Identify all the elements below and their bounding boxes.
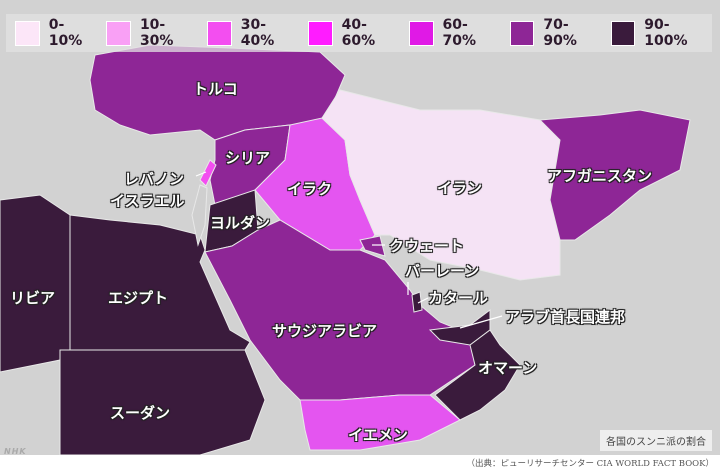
leader-uae (459, 315, 503, 329)
label-israel: イスラエル (110, 192, 185, 210)
map-caption: 各国のスンニ派の割合 (600, 430, 712, 451)
legend: 0-10% 10-30% 30-40% 40-60% 60-70% 70-90% 90-10… (6, 14, 712, 52)
label-uae: アラブ首長国連邦 (505, 308, 626, 326)
label-libya: リビア (10, 289, 56, 307)
label-kuwait: クウェート (389, 237, 465, 255)
legend-swatch (207, 20, 232, 46)
legend-label: 30-40% (240, 17, 275, 49)
country-libya[interactable] (0, 194, 71, 373)
label-oman: オマーン (478, 359, 538, 377)
label-lebanon: レバノン (124, 170, 185, 188)
legend-swatch (408, 20, 434, 46)
label-saudi-arabia: サウジアラビア (272, 322, 378, 340)
country-kuwait[interactable] (359, 235, 386, 257)
label-qatar: カタール (428, 289, 489, 307)
country-oman[interactable] (434, 329, 521, 421)
legend-label: 70-90% (543, 17, 577, 49)
legend-swatch (106, 20, 131, 46)
country-yemen[interactable] (299, 394, 461, 451)
country-iran[interactable] (321, 89, 561, 281)
label-iraq: イラク (287, 180, 333, 198)
label-syria: シリア (225, 149, 271, 167)
label-sudan: スーダン (110, 404, 171, 422)
leader-lebanon (195, 171, 207, 177)
legend-label: 60-70% (442, 17, 477, 49)
legend-label: 90-100% (644, 17, 688, 49)
legend-item: 30-40% (207, 17, 299, 49)
legend-item: 90-100% (610, 17, 713, 49)
legend-item: 0-10% (15, 17, 97, 49)
country-afghanistan[interactable] (538, 109, 691, 241)
label-yemen: イエメン (348, 426, 408, 444)
map (0, 0, 720, 455)
legend-swatch (307, 20, 333, 46)
legend-item: 60-70% (408, 17, 501, 49)
label-bahrain: バーレーン (405, 262, 480, 280)
legend-item: 70-90% (509, 17, 602, 49)
legend-item: 40-60% (307, 17, 400, 49)
label-jordan: ヨルダン (210, 214, 271, 232)
legend-swatch (610, 20, 636, 46)
legend-label: 10-30% (139, 17, 174, 49)
nhk-logo: NHK (4, 447, 27, 456)
legend-swatch (509, 20, 535, 46)
label-iran: イラン (437, 179, 483, 197)
legend-label: 40-60% (341, 17, 376, 49)
label-egypt: エジプト (108, 289, 169, 307)
leader-qatar (417, 297, 429, 304)
country-sudan[interactable] (59, 349, 266, 455)
country-israel[interactable] (191, 184, 208, 247)
legend-item: 10-30% (106, 17, 198, 49)
label-afghanistan: アフガニスタン (547, 167, 653, 185)
country-qatar[interactable] (411, 291, 423, 313)
legend-label: 0-10% (48, 17, 83, 49)
source-note: （出典：ピューリサーチセンター CIA WORLD FACT BOOK） (466, 459, 714, 469)
legend-swatch (15, 20, 40, 46)
label-turkey: トルコ (193, 80, 238, 98)
